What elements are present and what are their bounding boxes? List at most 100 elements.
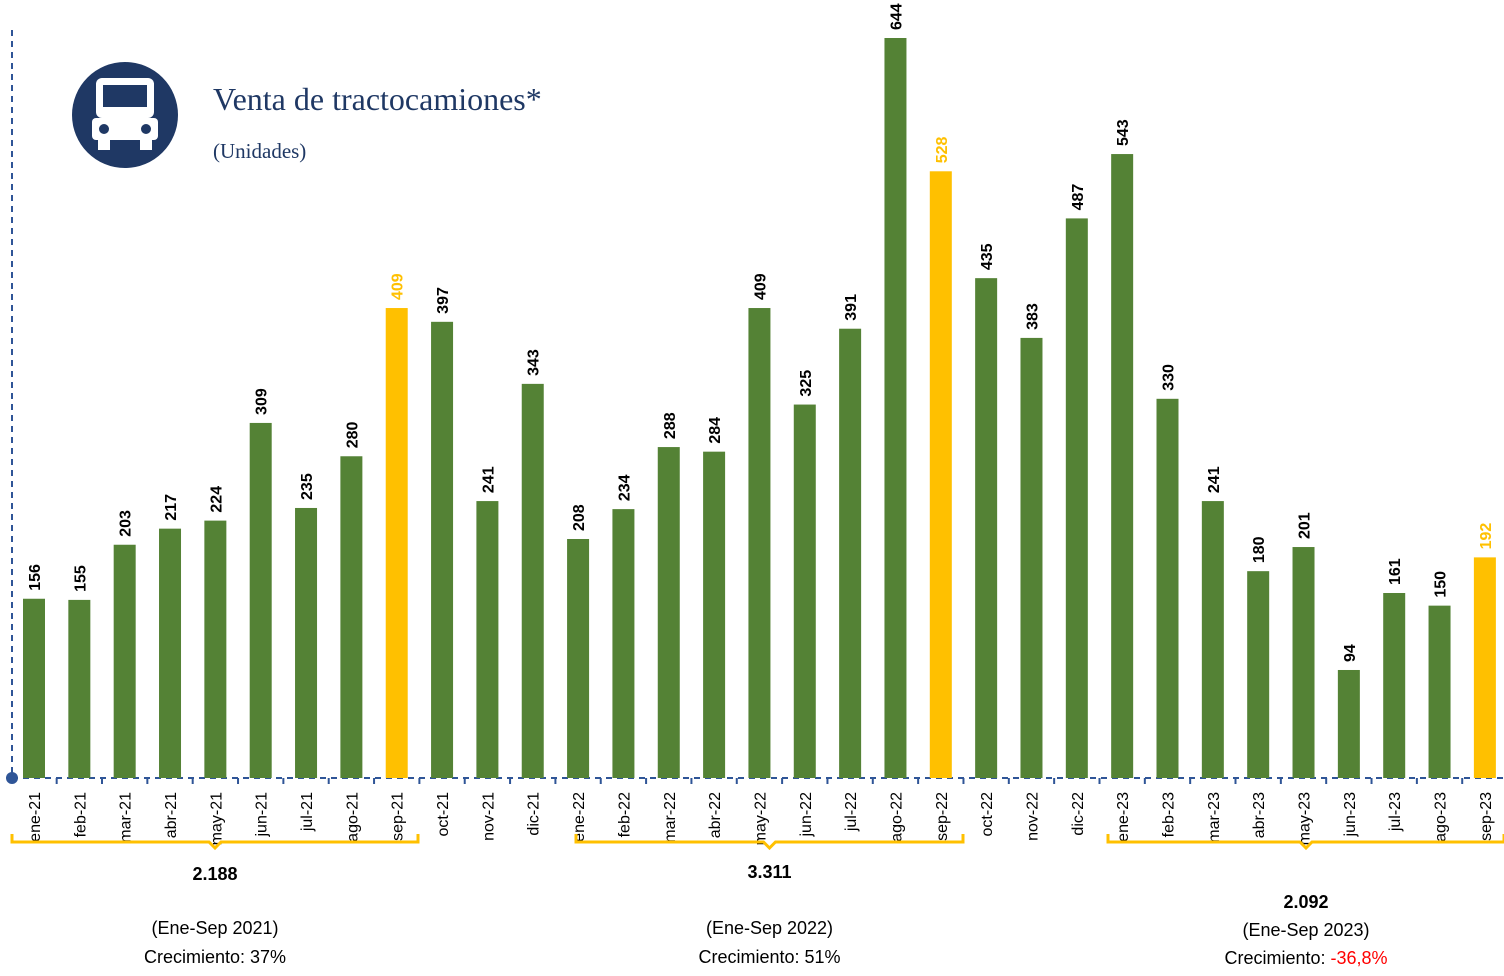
bar xyxy=(249,422,272,778)
summary-growth: Crecimiento: 37% xyxy=(144,947,286,967)
value-label: 391 xyxy=(843,294,860,321)
value-label: 330 xyxy=(1161,364,1178,391)
bar xyxy=(1337,669,1360,778)
bracket xyxy=(10,834,420,851)
x-tick-label: nov-21 xyxy=(480,792,497,841)
bar xyxy=(295,507,318,778)
bar xyxy=(113,544,136,778)
value-label: 94 xyxy=(1342,644,1359,662)
value-label: 241 xyxy=(480,466,497,493)
x-tick-label: mar-22 xyxy=(662,792,679,843)
value-label: 208 xyxy=(571,504,588,531)
value-label: 284 xyxy=(707,417,724,444)
x-tick-label: ago-22 xyxy=(888,792,905,842)
bar xyxy=(975,278,998,778)
bar xyxy=(23,598,45,778)
value-label: 309 xyxy=(254,388,271,415)
x-tick-label: sep-23 xyxy=(1478,792,1495,841)
bar xyxy=(1292,547,1315,778)
growth-label: Crecimiento: xyxy=(698,947,799,967)
bar xyxy=(521,383,544,778)
x-tick-label: jul-21 xyxy=(299,792,316,832)
x-tick-label: oct-21 xyxy=(435,792,452,837)
value-label: 280 xyxy=(344,421,361,448)
value-label: 528 xyxy=(934,136,951,163)
x-tick-label: nov-22 xyxy=(1024,792,1041,841)
axis-dot xyxy=(6,772,18,784)
summary-total: 2.188 xyxy=(192,864,237,884)
x-tick-label: abr-22 xyxy=(707,792,724,838)
x-tick-label: jul-22 xyxy=(843,792,860,832)
x-tick-label: sep-22 xyxy=(934,792,951,841)
value-label: 397 xyxy=(435,287,452,314)
value-label: 161 xyxy=(1387,558,1404,585)
bar xyxy=(748,308,771,778)
growth-value: 37% xyxy=(250,947,286,967)
x-tick-label: may-22 xyxy=(752,792,769,845)
summary-period: (Ene-Sep 2021) xyxy=(151,918,278,938)
bar xyxy=(1201,501,1224,778)
value-label: 201 xyxy=(1297,512,1314,539)
summary-growth: Crecimiento: 51% xyxy=(698,947,840,967)
value-label: 156 xyxy=(27,564,44,591)
bar xyxy=(1156,398,1179,778)
x-tick-label: mar-21 xyxy=(118,792,135,843)
x-tick-label: sep-21 xyxy=(390,792,407,841)
bar xyxy=(839,328,862,778)
x-tick-label: may-21 xyxy=(208,792,225,845)
bar xyxy=(567,538,590,778)
bracket xyxy=(574,834,965,851)
bar xyxy=(1247,571,1270,778)
x-tick-label: may-23 xyxy=(1297,792,1314,845)
bar xyxy=(159,528,182,778)
value-label: 435 xyxy=(979,243,996,270)
x-tick-label: abr-23 xyxy=(1251,792,1268,838)
bar xyxy=(1020,337,1043,778)
bar xyxy=(1383,593,1406,778)
value-label: 409 xyxy=(752,273,769,300)
bar xyxy=(1111,154,1134,778)
chart-subtitle: (Unidades) xyxy=(213,139,306,163)
value-label: 192 xyxy=(1478,523,1495,550)
x-tick-label: feb-23 xyxy=(1161,792,1178,837)
x-tick-label: ene-23 xyxy=(1115,792,1132,842)
bar xyxy=(340,456,363,778)
value-label: 644 xyxy=(888,3,905,30)
value-label: 343 xyxy=(526,349,543,376)
bar xyxy=(385,308,408,778)
value-label: 234 xyxy=(616,474,633,501)
x-tick-label: ago-23 xyxy=(1433,792,1450,842)
chart-title: Venta de tractocamiones* xyxy=(213,81,542,117)
value-label: 288 xyxy=(662,412,679,439)
bracket xyxy=(1106,834,1504,851)
x-tick-label: oct-22 xyxy=(979,792,996,837)
value-label: 224 xyxy=(208,486,225,513)
x-tick-label: feb-21 xyxy=(72,792,89,837)
summary-period: (Ene-Sep 2022) xyxy=(706,918,833,938)
value-label: 409 xyxy=(390,273,407,300)
x-tick-label: mar-23 xyxy=(1206,792,1223,843)
growth-label: Crecimiento: xyxy=(144,947,245,967)
x-tick-label: dic-21 xyxy=(526,792,543,836)
value-label: 155 xyxy=(72,565,89,592)
truck-icon xyxy=(72,62,178,168)
bar xyxy=(431,321,454,778)
bar xyxy=(657,447,680,778)
x-tick-label: dic-22 xyxy=(1070,792,1087,836)
x-tick-label: ene-21 xyxy=(27,792,44,842)
bar xyxy=(204,520,227,778)
x-tick-label: abr-21 xyxy=(163,792,180,838)
summary-total: 3.311 xyxy=(747,862,791,882)
bar xyxy=(1473,557,1496,778)
value-label: 150 xyxy=(1433,571,1450,598)
bar xyxy=(929,171,952,778)
x-tick-label: ago-21 xyxy=(344,792,361,842)
growth-value: -36,8% xyxy=(1330,948,1387,968)
x-tick-label: jun-23 xyxy=(1342,792,1359,838)
value-label: 235 xyxy=(299,473,316,500)
bar xyxy=(68,599,91,778)
x-tick-label: jun-22 xyxy=(798,792,815,838)
summary-growth: Crecimiento: -36,8% xyxy=(1224,948,1387,968)
x-tick-label: feb-22 xyxy=(616,792,633,837)
